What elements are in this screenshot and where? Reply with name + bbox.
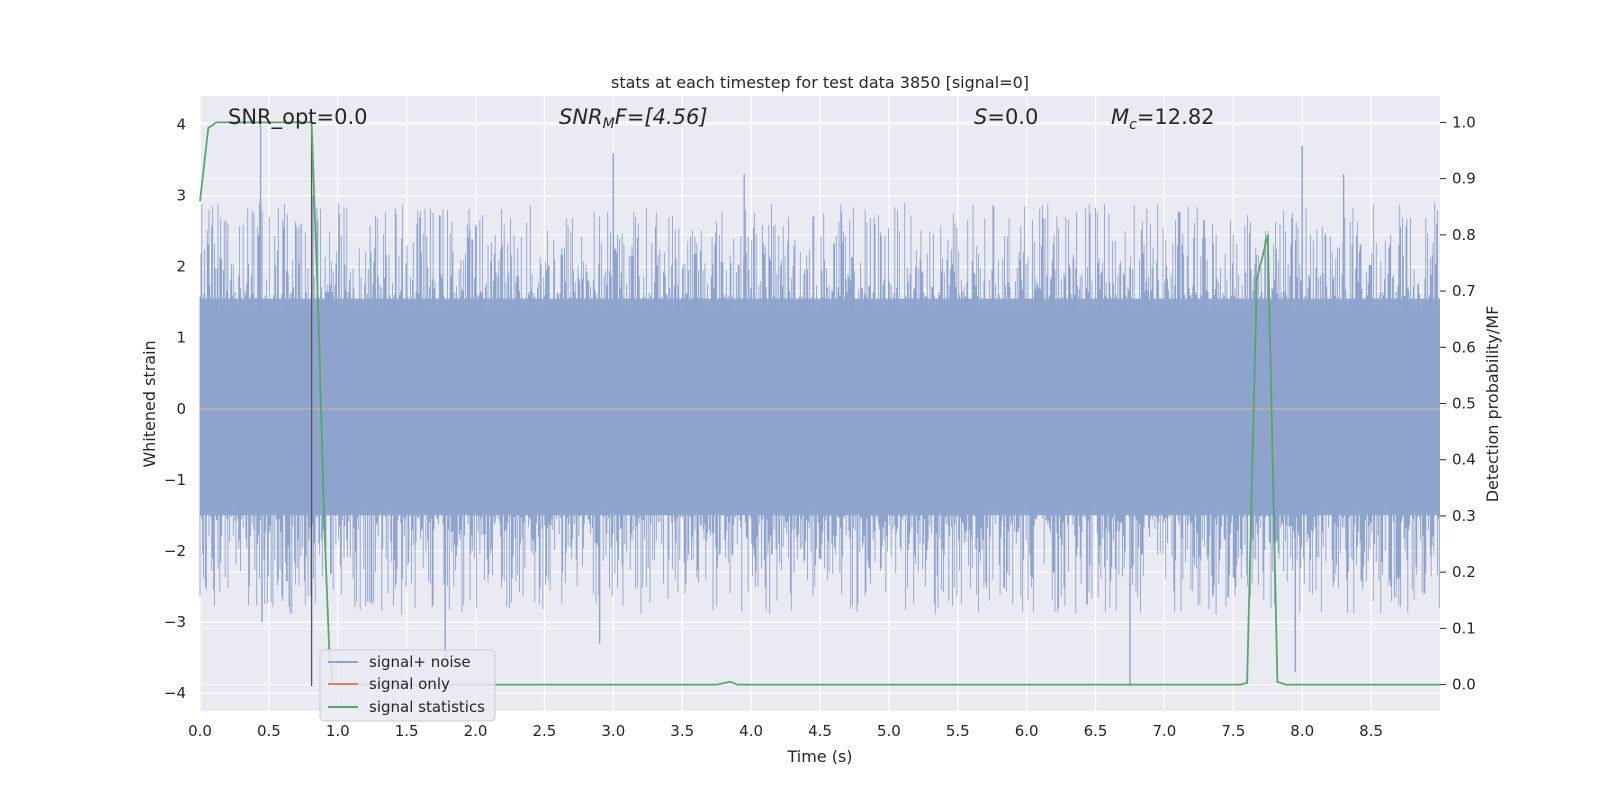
y-tick-label: −1 [164,471,186,489]
x-tick-label: 4.0 [739,722,763,740]
y2-axis-label: Detection probability/MF [1483,306,1502,503]
y-tick-label: −2 [164,542,186,560]
x-tick-label: 3.5 [670,722,694,740]
y-tick-label: 0 [176,400,186,418]
annotation-snr-mf: SNRMF=[4.56] [559,105,708,132]
y-tick-label: 3 [176,187,186,205]
x-tick-label: 0.5 [257,722,281,740]
y-axis-right: 1.0 0.9 0.8 0.7 0.6 0.5 0.4 0.3 0.2 0.1 0.0 [1440,113,1476,694]
y-tick-label: 4 [176,115,186,133]
x-tick-label: 5.0 [877,722,901,740]
y2-tick-label: 0.2 [1452,563,1476,581]
y2-tick-label: 0.7 [1452,282,1476,300]
x-tick-label: 0.0 [188,722,212,740]
x-tick-label: 1.5 [395,722,419,740]
legend-label-signal-only: signal only [369,675,450,693]
y2-tick-label: 0.1 [1452,619,1476,637]
signal-statistics-series [199,121,1440,686]
legend-box [319,649,496,722]
x-tick-label: 3.0 [601,722,625,740]
x-tick-label: 6.0 [1015,722,1039,740]
y-tick-label: −3 [164,613,186,631]
x-tick-label: 2.0 [464,722,488,740]
legend-label-signal-noise: signal+ noise [369,653,471,671]
x-tick-label: 6.5 [1084,722,1108,740]
y-axis-left: 4 3 2 1 0 −1 −2 −3 −4 [164,115,186,702]
x-tick-label: 4.5 [808,722,832,740]
x-tick-label: 8.0 [1290,722,1314,740]
x-tick-label: 5.5 [946,722,970,740]
legend: signal+ noise signal only signal statist… [319,649,496,722]
y2-tick-label: 0.3 [1452,507,1476,525]
x-tick-label: 7.5 [1221,722,1245,740]
x-tick-label: 2.5 [533,722,557,740]
x-tick-label: 1.0 [326,722,350,740]
y-tick-label: −4 [164,684,186,702]
y2-tick-label: 0.6 [1452,338,1476,356]
y-tick-label: 1 [176,329,186,347]
y2-tick-label: 0.9 [1452,170,1476,188]
y2-tick-label: 0.4 [1452,451,1476,469]
y2-tick-label: 0.5 [1452,395,1476,413]
annotation-snr-opt: SNR_opt=0.0 [228,105,368,130]
legend-label-signal-statistics: signal statistics [369,698,485,716]
y-tick-label: 2 [176,258,186,276]
y-axis-label: Whitened strain [140,340,159,467]
y2-tick-label: 0.8 [1452,226,1476,244]
x-tick-label: 8.5 [1359,722,1383,740]
signal-noise-series [199,124,1440,687]
noise-peaks [259,124,1345,687]
x-axis-label: Time (s) [786,747,852,766]
annotation-s: S=0.0 [974,105,1038,129]
y2-tick-label: 1.0 [1452,113,1476,131]
y2-tick-label: 0.0 [1452,676,1476,694]
chart-title: stats at each timestep for test data 385… [611,73,1029,92]
x-axis: 0.0 0.5 1.0 1.5 2.0 2.5 3.0 3.5 4.0 4.5 5.0 5.5 6.0 6… [188,722,1383,740]
annotation-mc: Mc=12.82 [1111,105,1215,133]
x-tick-label: 7.0 [1153,722,1177,740]
